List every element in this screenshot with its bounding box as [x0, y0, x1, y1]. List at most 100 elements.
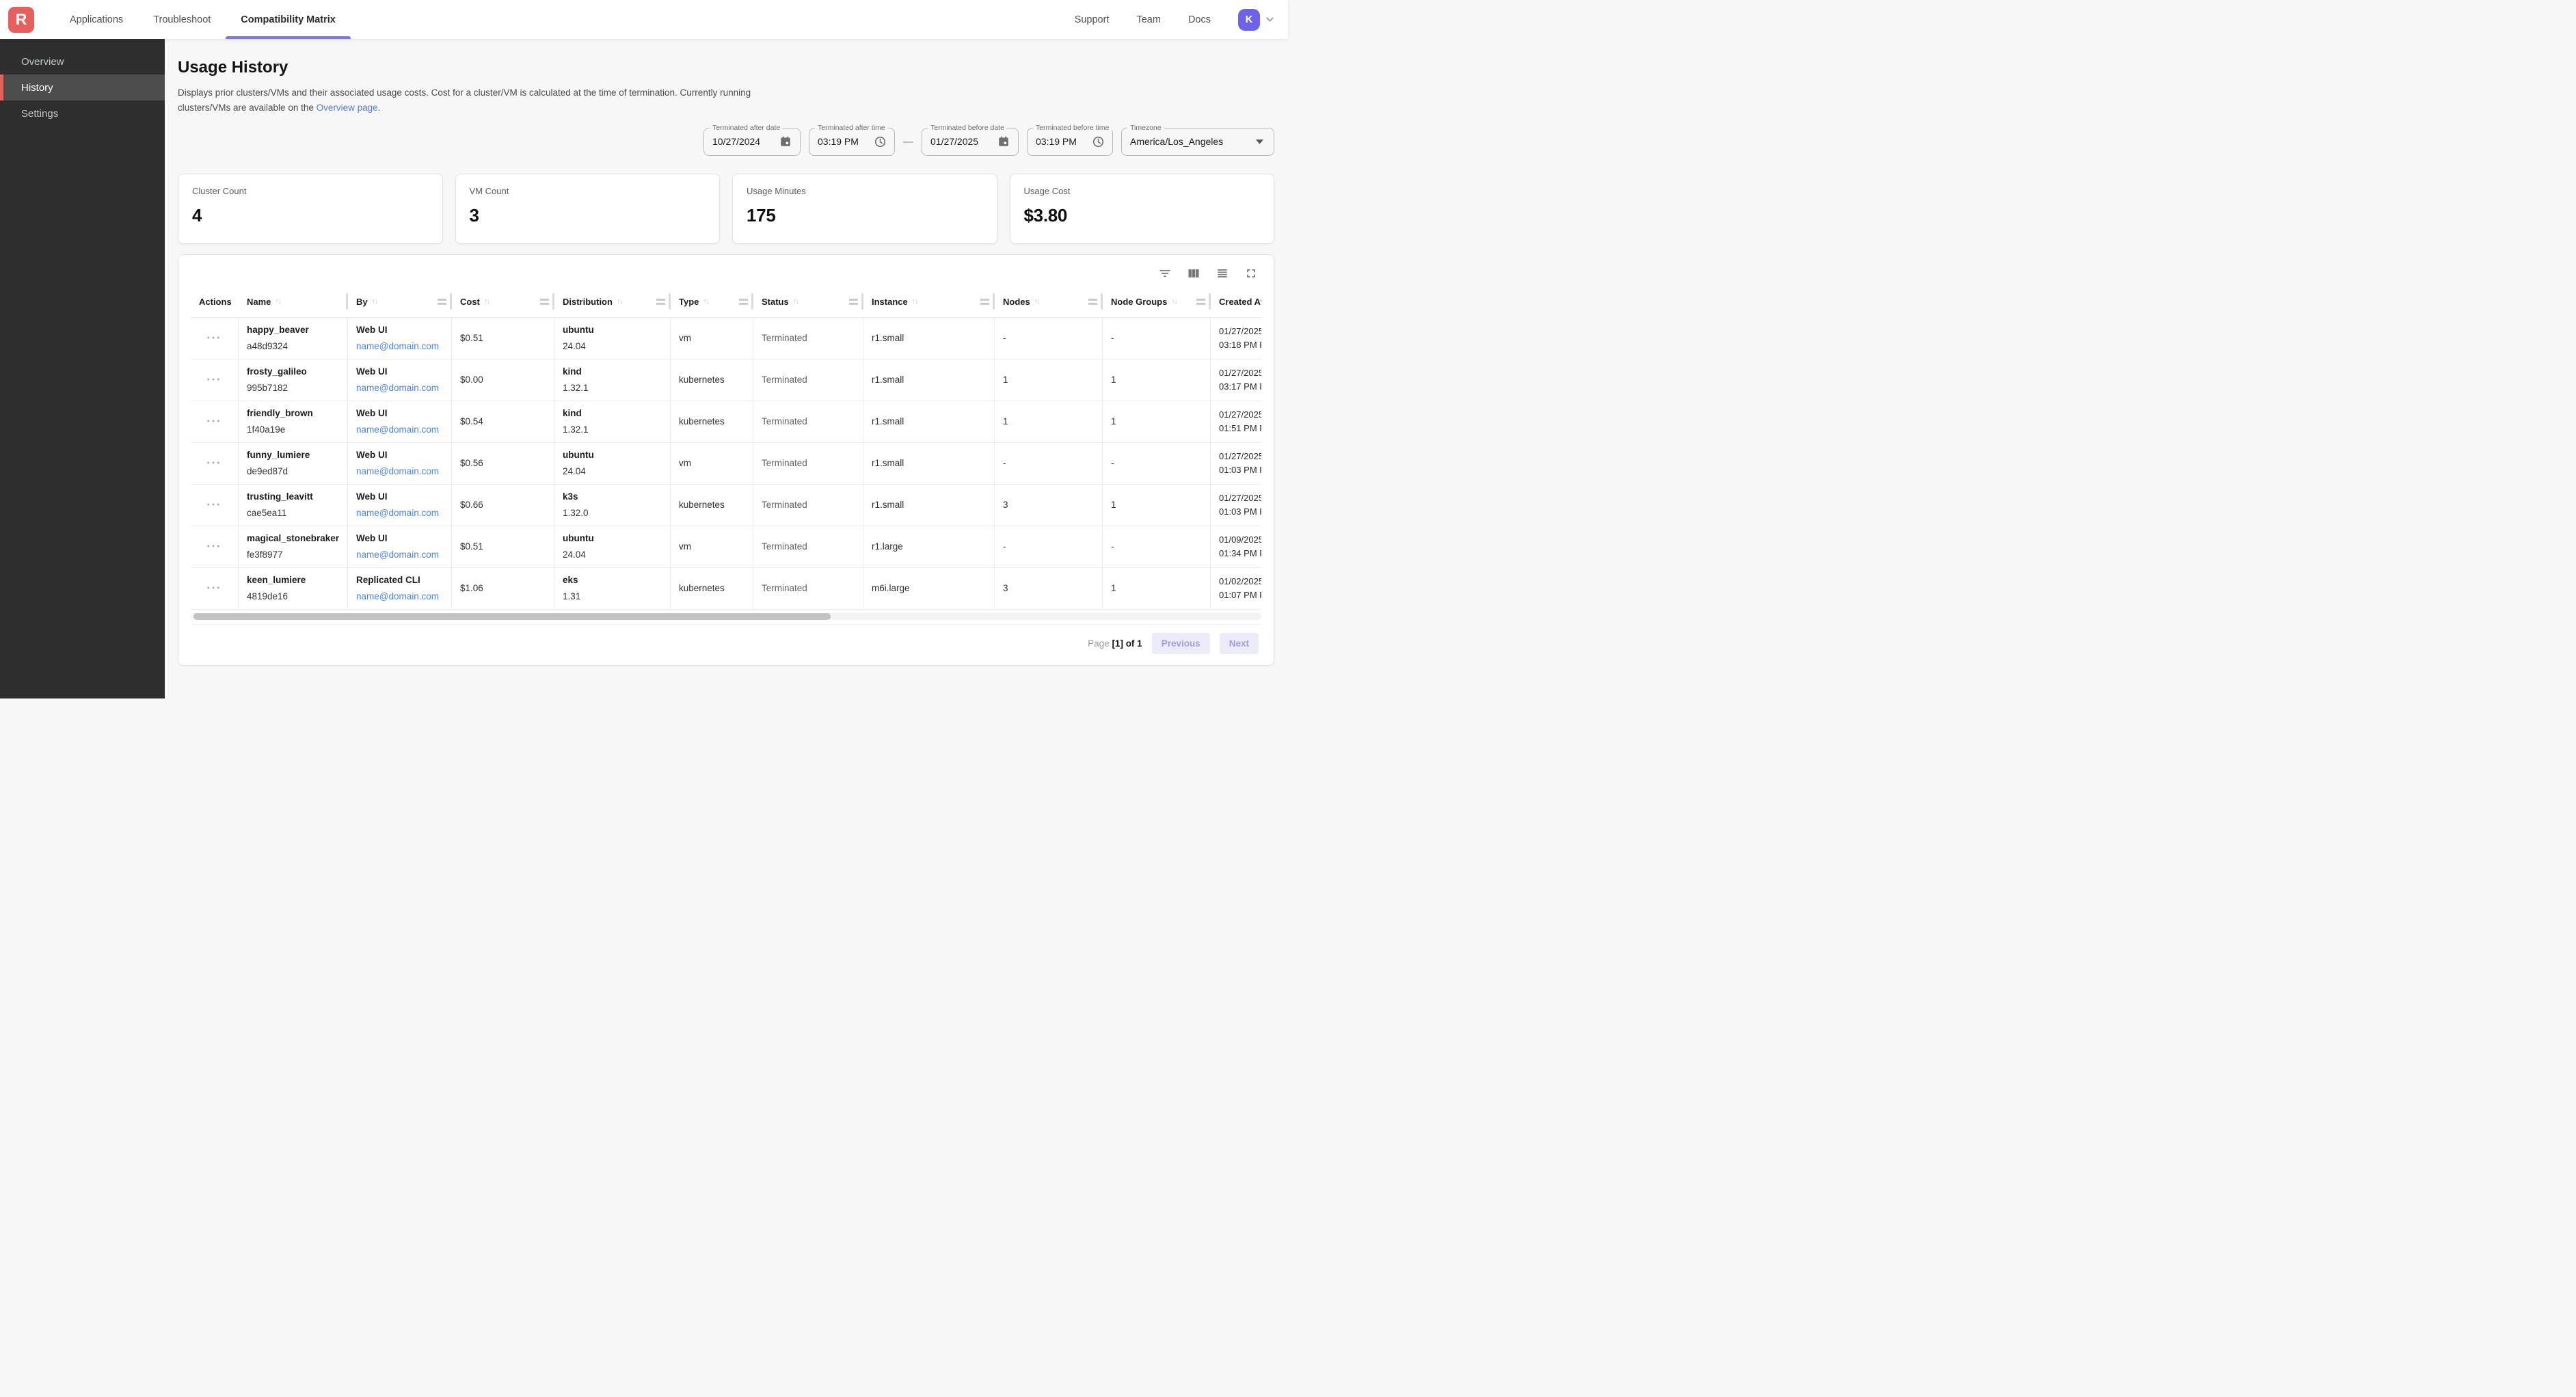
created-by-email-link[interactable]: name@domain.com [356, 508, 440, 519]
column-menu-icon[interactable] [656, 298, 665, 305]
created-date: 01/02/2025 [1219, 576, 1261, 587]
row-actions-button[interactable]: ●●● [206, 586, 222, 591]
replicated-logo[interactable]: R [8, 6, 34, 33]
account-menu[interactable]: K [1238, 8, 1276, 31]
type-value: vm [679, 333, 691, 344]
column-resize-handle[interactable] [861, 293, 863, 310]
created-by-email-link[interactable]: name@domain.com [356, 341, 440, 352]
sort-icon[interactable]: ↑↓ [616, 297, 623, 306]
column-menu-icon[interactable] [540, 298, 549, 305]
column-menu-icon[interactable] [1196, 298, 1205, 305]
row-actions-button[interactable]: ●●● [206, 502, 222, 508]
top-navigation: R Applications Troubleshoot Compatibility … [0, 0, 1288, 39]
sort-icon[interactable]: ↑↓ [483, 297, 491, 306]
column-menu-icon[interactable] [849, 298, 858, 305]
usage-table-card: Actions Name ↑↓ By ↑↓ Cost ↑↓ Distribution ↑↓ Typ… [178, 254, 1274, 666]
sort-icon[interactable]: ↑↓ [1171, 297, 1178, 306]
column-resize-handle[interactable] [669, 293, 671, 310]
created-by-email-link[interactable]: name@domain.com [356, 591, 440, 602]
avatar[interactable]: K [1238, 8, 1260, 31]
calendar-icon[interactable] [996, 134, 1011, 149]
filter-value[interactable]: 03:19 PM [1036, 136, 1077, 148]
filter-field-terminated-after-time[interactable]: Terminated after time 03:19 PM [809, 123, 895, 156]
cluster-id: 4819de16 [247, 591, 289, 602]
column-resize-handle[interactable] [993, 293, 995, 310]
column-resize-handle[interactable] [346, 293, 348, 310]
by-cell: Web UI name@domain.com [348, 442, 452, 484]
filter-label: Terminated before date [928, 123, 1007, 132]
filter-value[interactable]: 01/27/2025 [930, 136, 979, 148]
instance-value: r1.small [872, 500, 904, 511]
cluster-id: fe3f8977 [247, 550, 283, 560]
column-resize-handle[interactable] [1209, 293, 1211, 310]
filter-field-terminated-before-date[interactable]: Terminated before date 01/27/2025 [922, 123, 1019, 156]
sidebar-item-overview[interactable]: Overview [21, 55, 64, 68]
created-by-email-link[interactable]: name@domain.com [356, 424, 440, 435]
columns-icon[interactable] [1186, 266, 1201, 281]
created-by-email-link[interactable]: name@domain.com [356, 466, 440, 477]
column-label: Created At [1219, 296, 1261, 307]
column-resize-handle[interactable] [751, 293, 753, 310]
column-header-cost[interactable]: Cost ↑↓ [452, 286, 554, 317]
name-cell: funny_lumiere de9ed87d [239, 442, 348, 484]
overview-page-link[interactable]: Overview page [316, 102, 378, 113]
filter-field-timezone[interactable]: Timezone America/Los_Angeles [1121, 123, 1274, 156]
density-icon[interactable] [1215, 266, 1230, 281]
column-resize-handle[interactable] [450, 293, 452, 310]
sort-icon[interactable]: ↑↓ [911, 297, 919, 306]
row-actions-button[interactable]: ●●● [206, 377, 222, 383]
column-menu-icon[interactable] [739, 298, 748, 305]
sort-icon[interactable]: ↑↓ [792, 297, 800, 306]
column-header-status[interactable]: Status ↑↓ [753, 286, 863, 317]
calendar-icon[interactable] [778, 134, 793, 149]
row-actions-button[interactable]: ●●● [206, 461, 222, 466]
node-groups-cell: - [1103, 442, 1211, 484]
distribution-name: ubuntu [563, 450, 594, 461]
column-header-name[interactable]: Name ↑↓ [239, 286, 348, 317]
scrollbar-track[interactable] [191, 612, 1261, 620]
nav-link-team[interactable]: Team [1136, 14, 1161, 25]
previous-page-button[interactable]: Previous [1151, 632, 1210, 654]
chevron-down-icon[interactable] [1264, 14, 1276, 25]
column-header-by[interactable]: By ↑↓ [348, 286, 452, 317]
column-resize-handle[interactable] [552, 293, 554, 310]
column-header-nodes[interactable]: Nodes ↑↓ [995, 286, 1103, 317]
row-actions-button[interactable]: ●●● [206, 419, 222, 424]
row-actions-button[interactable]: ●●● [206, 336, 222, 341]
filter-field-terminated-after-date[interactable]: Terminated after date 10/27/2024 [703, 123, 801, 156]
sort-icon[interactable]: ↑↓ [1034, 297, 1041, 306]
tab-troubleshoot[interactable]: Troubleshoot [153, 14, 211, 25]
column-header-instance[interactable]: Instance ↑↓ [863, 286, 995, 317]
filter-icon[interactable] [1157, 266, 1172, 281]
column-header-node-groups[interactable]: Node Groups ↑↓ [1103, 286, 1211, 317]
sort-icon[interactable]: ↑↓ [275, 297, 282, 306]
sidebar-item-settings[interactable]: Settings [21, 107, 59, 120]
filter-value[interactable]: 10/27/2024 [712, 136, 761, 148]
scrollbar-thumb[interactable] [193, 612, 831, 620]
filter-field-terminated-before-time[interactable]: Terminated before time 03:19 PM [1027, 123, 1113, 156]
fullscreen-icon[interactable] [1244, 266, 1259, 281]
nav-link-docs[interactable]: Docs [1188, 14, 1211, 25]
filter-value[interactable]: 03:19 PM [818, 136, 859, 148]
column-header-type[interactable]: Type ↑↓ [671, 286, 753, 317]
created-by-email-link[interactable]: name@domain.com [356, 550, 440, 560]
tab-applications[interactable]: Applications [70, 14, 124, 25]
created-by-email-link[interactable]: name@domain.com [356, 383, 440, 394]
row-actions-button[interactable]: ●●● [206, 544, 222, 550]
nav-link-support[interactable]: Support [1074, 14, 1110, 25]
column-resize-handle[interactable] [1101, 293, 1103, 310]
clock-icon[interactable] [1090, 134, 1105, 149]
column-menu-icon[interactable] [980, 298, 989, 305]
column-header-distribution[interactable]: Distribution ↑↓ [554, 286, 671, 317]
sort-icon[interactable]: ↑↓ [703, 297, 710, 306]
sidebar-item-history[interactable]: History [0, 74, 165, 100]
tab-compatibility-matrix[interactable]: Compatibility Matrix [226, 0, 351, 39]
column-menu-icon[interactable] [438, 298, 446, 305]
filter-value[interactable]: America/Los_Angeles [1130, 136, 1224, 148]
next-page-button[interactable]: Next [1219, 632, 1259, 654]
clock-icon[interactable] [872, 134, 887, 149]
sort-icon[interactable]: ↑↓ [371, 297, 379, 306]
dropdown-icon[interactable] [1252, 134, 1267, 149]
column-menu-icon[interactable] [1088, 298, 1097, 305]
column-header-created-at[interactable]: Created At↓ [1211, 286, 1261, 317]
